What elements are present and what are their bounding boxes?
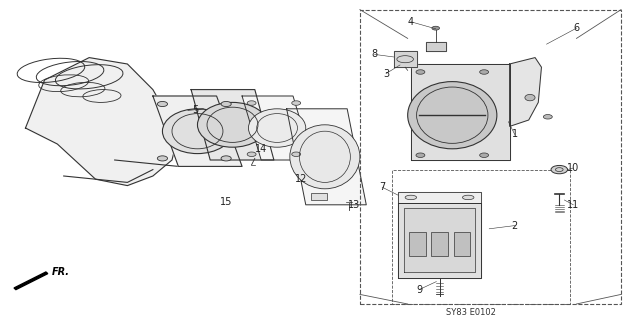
Ellipse shape [157, 156, 168, 161]
Text: 10: 10 [567, 163, 580, 173]
Ellipse shape [292, 152, 301, 156]
Text: FR.: FR. [52, 267, 70, 276]
Ellipse shape [247, 152, 256, 156]
Ellipse shape [543, 115, 552, 119]
Text: 4: 4 [408, 17, 414, 27]
Text: 8: 8 [371, 49, 378, 60]
Text: 6: 6 [573, 23, 580, 33]
Bar [311, 193, 327, 200]
Text: 5: 5 [192, 105, 199, 116]
Polygon shape [242, 96, 312, 160]
Polygon shape [404, 208, 475, 272]
Ellipse shape [480, 70, 489, 74]
Ellipse shape [551, 165, 568, 174]
Text: 2: 2 [512, 220, 518, 231]
Ellipse shape [197, 102, 268, 147]
Polygon shape [394, 51, 417, 67]
Text: 11: 11 [567, 200, 580, 210]
Text: SY83 E0102: SY83 E0102 [447, 308, 496, 317]
Bar [409, 232, 426, 256]
Polygon shape [191, 90, 274, 160]
Text: 15: 15 [220, 196, 233, 207]
Polygon shape [287, 109, 366, 205]
Ellipse shape [525, 94, 535, 101]
Polygon shape [398, 203, 481, 278]
Ellipse shape [408, 82, 497, 149]
Ellipse shape [248, 109, 306, 147]
Text: 3: 3 [383, 68, 389, 79]
Polygon shape [426, 42, 446, 51]
Bar [392, 170, 570, 304]
Polygon shape [153, 96, 242, 166]
Ellipse shape [162, 109, 233, 154]
Polygon shape [510, 58, 541, 126]
Text: 7: 7 [379, 182, 385, 192]
Text: 1: 1 [512, 129, 518, 140]
Polygon shape [14, 272, 48, 290]
Ellipse shape [247, 101, 256, 105]
Ellipse shape [480, 153, 489, 157]
Ellipse shape [416, 153, 425, 157]
Text: 12: 12 [294, 174, 307, 184]
Ellipse shape [221, 101, 231, 107]
Polygon shape [411, 64, 510, 160]
Bar [360, 10, 621, 304]
Ellipse shape [221, 156, 231, 161]
Text: 13: 13 [348, 200, 361, 211]
Ellipse shape [290, 125, 360, 189]
Polygon shape [25, 58, 178, 186]
Ellipse shape [292, 101, 301, 105]
Polygon shape [398, 192, 481, 203]
Bar [431, 232, 448, 256]
Ellipse shape [432, 26, 440, 30]
Text: 9: 9 [416, 284, 422, 295]
Ellipse shape [405, 195, 417, 200]
Bar [454, 232, 470, 256]
Ellipse shape [416, 70, 425, 74]
Text: 14: 14 [255, 144, 268, 154]
Ellipse shape [462, 195, 474, 200]
Ellipse shape [157, 101, 168, 107]
